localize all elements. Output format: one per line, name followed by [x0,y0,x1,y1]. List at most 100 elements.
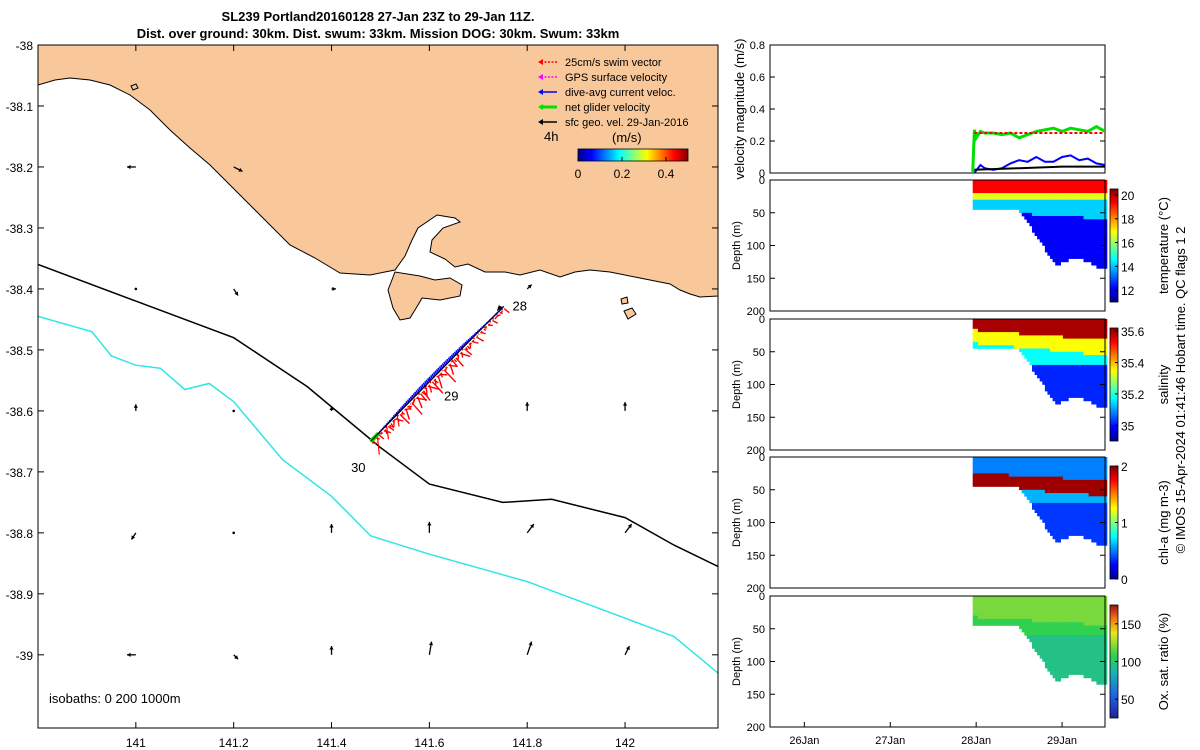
section-cell [1052,255,1056,259]
section-cell [1055,348,1059,353]
section-cell [1037,361,1041,366]
section-cell [1037,348,1041,353]
section-cell [1001,609,1005,613]
section-cell [1099,258,1103,263]
section-cell [1091,199,1095,204]
section-cell [1075,222,1079,227]
section-cell [1011,609,1015,613]
section-cell [1068,371,1072,375]
section-cell [1024,341,1028,346]
section-cell [1070,522,1074,527]
section-cell [1060,519,1064,523]
section-cell [1057,618,1061,623]
section-cell [1055,655,1059,659]
section-cell [1080,519,1085,523]
section-cell [1086,322,1090,326]
section-cell [1101,651,1105,656]
section-cell [1001,199,1005,204]
section-cell [1070,355,1074,359]
section-cell [1073,529,1077,533]
section-cell [1026,493,1030,497]
section-cell [1096,525,1100,530]
depth-tick-label: 200 [747,583,765,595]
section-cell [1055,209,1059,214]
section-cell [1104,377,1108,382]
section-cell [1078,384,1082,389]
section-cell [1021,206,1025,210]
section-cell [1101,470,1105,474]
section-cell [1057,345,1061,349]
section-cell [1088,651,1092,656]
section-cell [1044,238,1049,243]
section-cell [1024,355,1028,359]
section-cell [1096,384,1100,389]
section-cell [975,345,979,349]
section-cell [1039,361,1043,366]
section-cell [1008,183,1012,187]
section-cell [1068,532,1072,536]
section-cell [1055,358,1059,362]
section-cell [1052,245,1056,250]
section-cell [1104,496,1108,500]
section-cell [1078,325,1082,330]
section-cell [1011,202,1015,207]
section-cell [1060,457,1064,461]
section-cell [1075,460,1079,464]
section-cell [1101,391,1105,395]
section-cell [1080,345,1085,349]
section-cell [1034,618,1038,623]
section-cell [1062,483,1067,487]
section-cell [1091,671,1095,675]
section-cell [1050,519,1054,523]
section-cell [1052,499,1056,504]
swim-vector [452,360,458,367]
colorbar-tick-label: 35.6 [1121,325,1145,339]
section-cell [1006,622,1010,626]
section-cell [1070,609,1074,613]
section-cell [1086,609,1090,613]
section-cell [1032,460,1036,464]
section-cell [1086,535,1090,540]
section-cell [998,186,1002,191]
swim-vector [483,325,487,329]
section-cell [1026,615,1030,620]
legend-label: sfc geo. vel. 29-Jan-2016 [565,117,689,129]
section-cell [1091,371,1095,375]
section-cell [1060,651,1064,656]
section-cell [1065,628,1069,633]
section-cell [1083,196,1087,200]
section-cell [1073,460,1077,464]
section-cell [1057,457,1061,461]
section-cell [1050,322,1054,326]
section-cell [1068,225,1072,230]
section-cell [975,460,979,464]
section-cell [1093,222,1097,227]
section-cell [1032,322,1036,326]
section-cell [1101,248,1105,253]
section-cell [977,622,982,626]
section-cell [1080,199,1085,204]
section-cell [1065,489,1069,494]
section-cell [1024,476,1028,481]
section-cell [1055,668,1059,672]
section-cell [1057,677,1061,682]
section-cell [1021,486,1025,491]
section-cell [1091,651,1095,656]
section-cell [1075,358,1079,362]
section-cell [983,335,987,339]
section-cell [1044,648,1049,652]
section-cell [1037,457,1041,461]
section-cell [1075,618,1079,623]
section-cell [1055,499,1059,504]
section-cell [1055,202,1059,207]
section-cell [1078,202,1082,207]
section-cell [1104,368,1108,372]
section-cell [1099,609,1103,613]
section-cell [990,609,994,613]
section-cell [1099,489,1103,494]
section-cell [1032,196,1036,200]
section-cell [1068,328,1072,333]
section-cell [1037,625,1041,630]
section-cell [1065,364,1069,369]
section-cell [1052,470,1056,474]
